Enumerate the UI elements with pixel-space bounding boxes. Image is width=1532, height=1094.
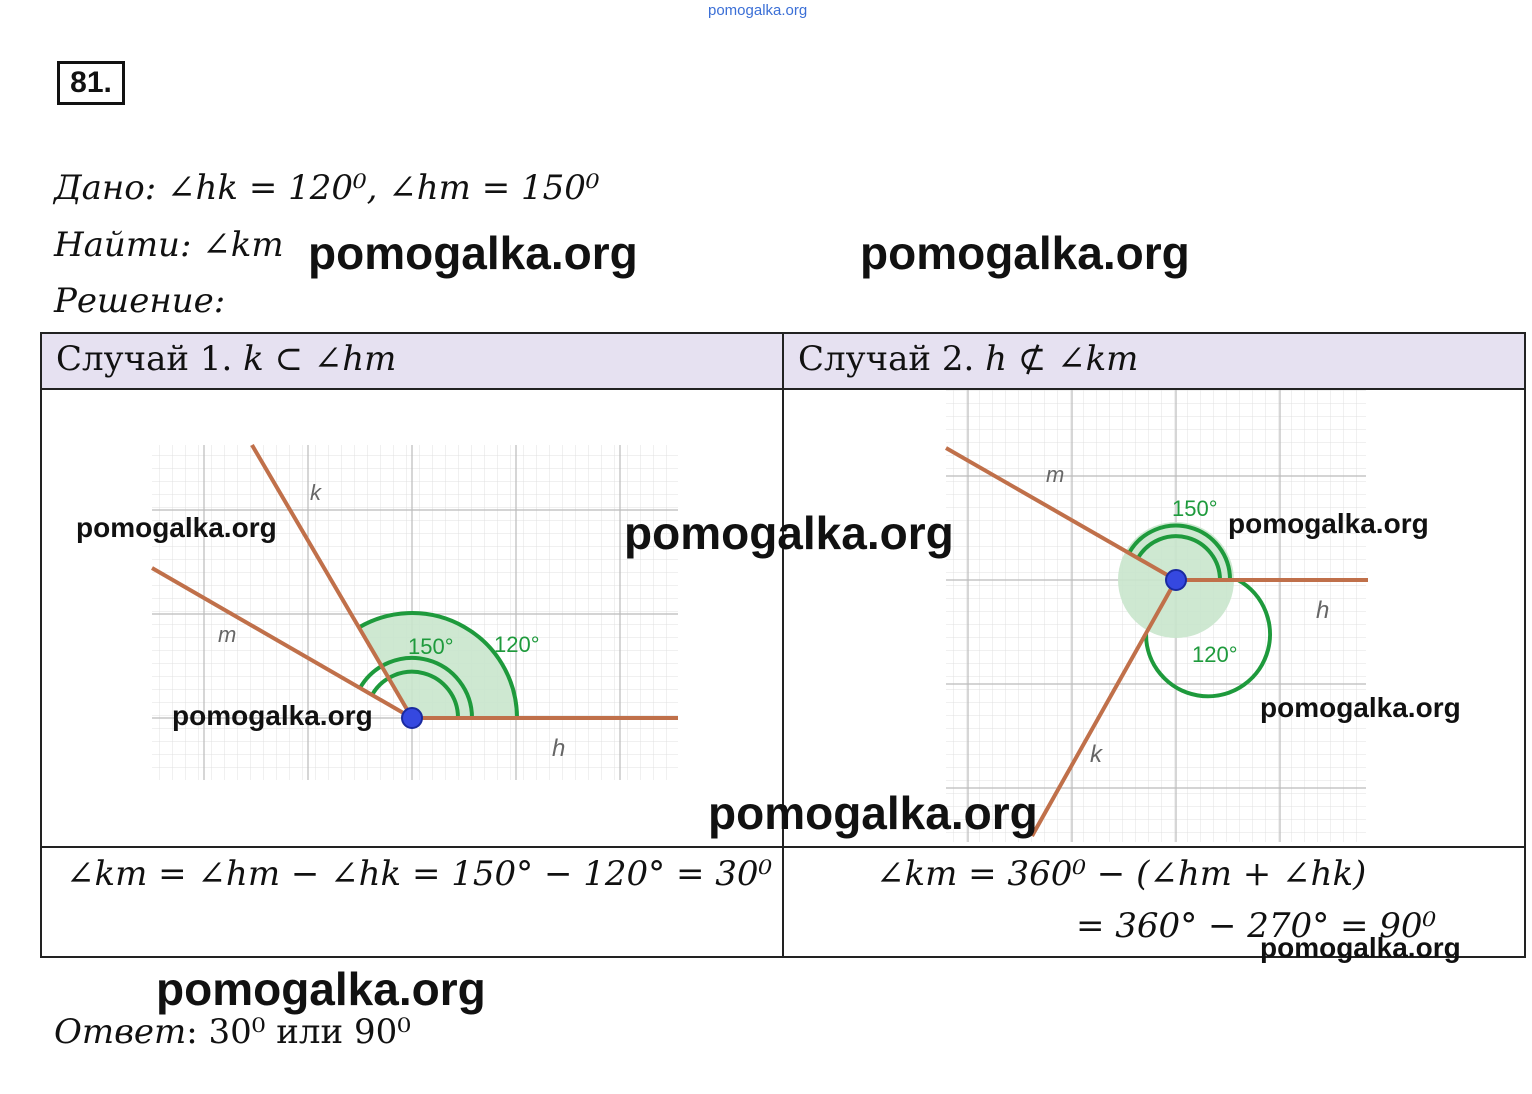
watermark: pomogalka.org [624, 507, 954, 559]
label-h: h [552, 735, 565, 762]
watermark: pomogalka.org [172, 700, 373, 731]
case2-formula-line2: = 360° − 270° = 90⁰ [1076, 906, 1437, 946]
case1-header: Случай 1. k ⊂ ∠hm [40, 332, 784, 390]
case2-figure-cell: m h k 150° 120° [782, 388, 1526, 848]
label-150: 150° [1172, 496, 1218, 521]
find-text: : ∠km [179, 225, 284, 265]
watermark: pomogalka.org [1228, 508, 1429, 539]
label-m: m [218, 622, 236, 647]
solution-table: Случай 1. k ⊂ ∠hm Случай 2. h ⊄ ∠km [40, 332, 1526, 958]
grid-major-lines [946, 390, 1366, 842]
arc-150-inner [370, 669, 461, 719]
find-line: Найти: ∠km [54, 225, 284, 265]
vertex-point [401, 707, 423, 729]
arc-150-outer [1127, 523, 1233, 581]
watermark: pomogalka.org [860, 227, 1190, 279]
case1-header-prefix: Случай 1. [56, 339, 244, 379]
problem-number: 81. [57, 61, 125, 105]
answer-text: : 30⁰ или 90⁰ [186, 1012, 411, 1052]
case1-formula: ∠km = ∠hm − ∠hk = 150° − 120° = 30⁰ [66, 854, 773, 894]
given-text: : ∠hk = 120⁰, ∠hm = 150⁰ [144, 168, 600, 208]
case2-header-math: h ⊄ ∠km [985, 339, 1139, 379]
watermark: pomogalka.org [76, 512, 277, 543]
label-120: 120° [1192, 642, 1238, 667]
ray-m [945, 446, 1177, 582]
arc-120 [1143, 578, 1272, 699]
arc-150-outer [358, 655, 474, 719]
case2-header-prefix: Случай 2. [798, 339, 986, 379]
arc-150-inner [1136, 534, 1222, 581]
find-label: Найти [54, 225, 180, 265]
solution-label: Решение: [54, 281, 226, 321]
case1-formula-cell: ∠km = ∠hm − ∠hk = 150° − 120° = 30⁰ [40, 846, 784, 958]
label-120: 120° [494, 632, 540, 657]
given-label: Дано [54, 168, 145, 208]
watermark: pomogalka.org [708, 787, 1038, 839]
case2-header: Случай 2. h ⊄ ∠km [782, 332, 1526, 390]
case2-formula-cell: ∠km = 360⁰ − (∠hm + ∠hk) = 360° − 270° =… [782, 846, 1526, 958]
case1-figure-cell: k m h 150° 120° [40, 388, 784, 848]
watermark: pomogalka.org [1260, 692, 1461, 723]
ray-k [1030, 579, 1178, 837]
ray-k [250, 443, 414, 720]
label-k: k [1090, 741, 1104, 768]
label-150: 150° [408, 634, 454, 659]
watermark: pomogalka.org [308, 227, 638, 279]
watermark: pomogalka.org [156, 963, 486, 1015]
site-url-top: pomogalka.org [708, 2, 808, 19]
watermark: pomogalka.org [1260, 932, 1461, 963]
ray-m [151, 566, 413, 720]
case2-formula-line1: ∠km = 360⁰ − (∠hm + ∠hk) [876, 854, 1367, 894]
label-m: m [1046, 462, 1064, 487]
answer-label: Ответ [54, 1012, 187, 1052]
arc-120 [358, 611, 519, 719]
case2-figure: m h k 150° 120° [945, 390, 1368, 842]
vertex-point [1165, 569, 1187, 591]
label-k: k [310, 480, 322, 505]
given-line: Дано: ∠hk = 120⁰, ∠hm = 150⁰ [54, 168, 600, 208]
label-h: h [1316, 597, 1329, 624]
case1-figure: k m h 150° 120° [151, 443, 678, 780]
case1-header-math: k ⊂ ∠hm [243, 339, 397, 379]
answer-line: Ответ: 30⁰ или 90⁰ [54, 1012, 411, 1052]
